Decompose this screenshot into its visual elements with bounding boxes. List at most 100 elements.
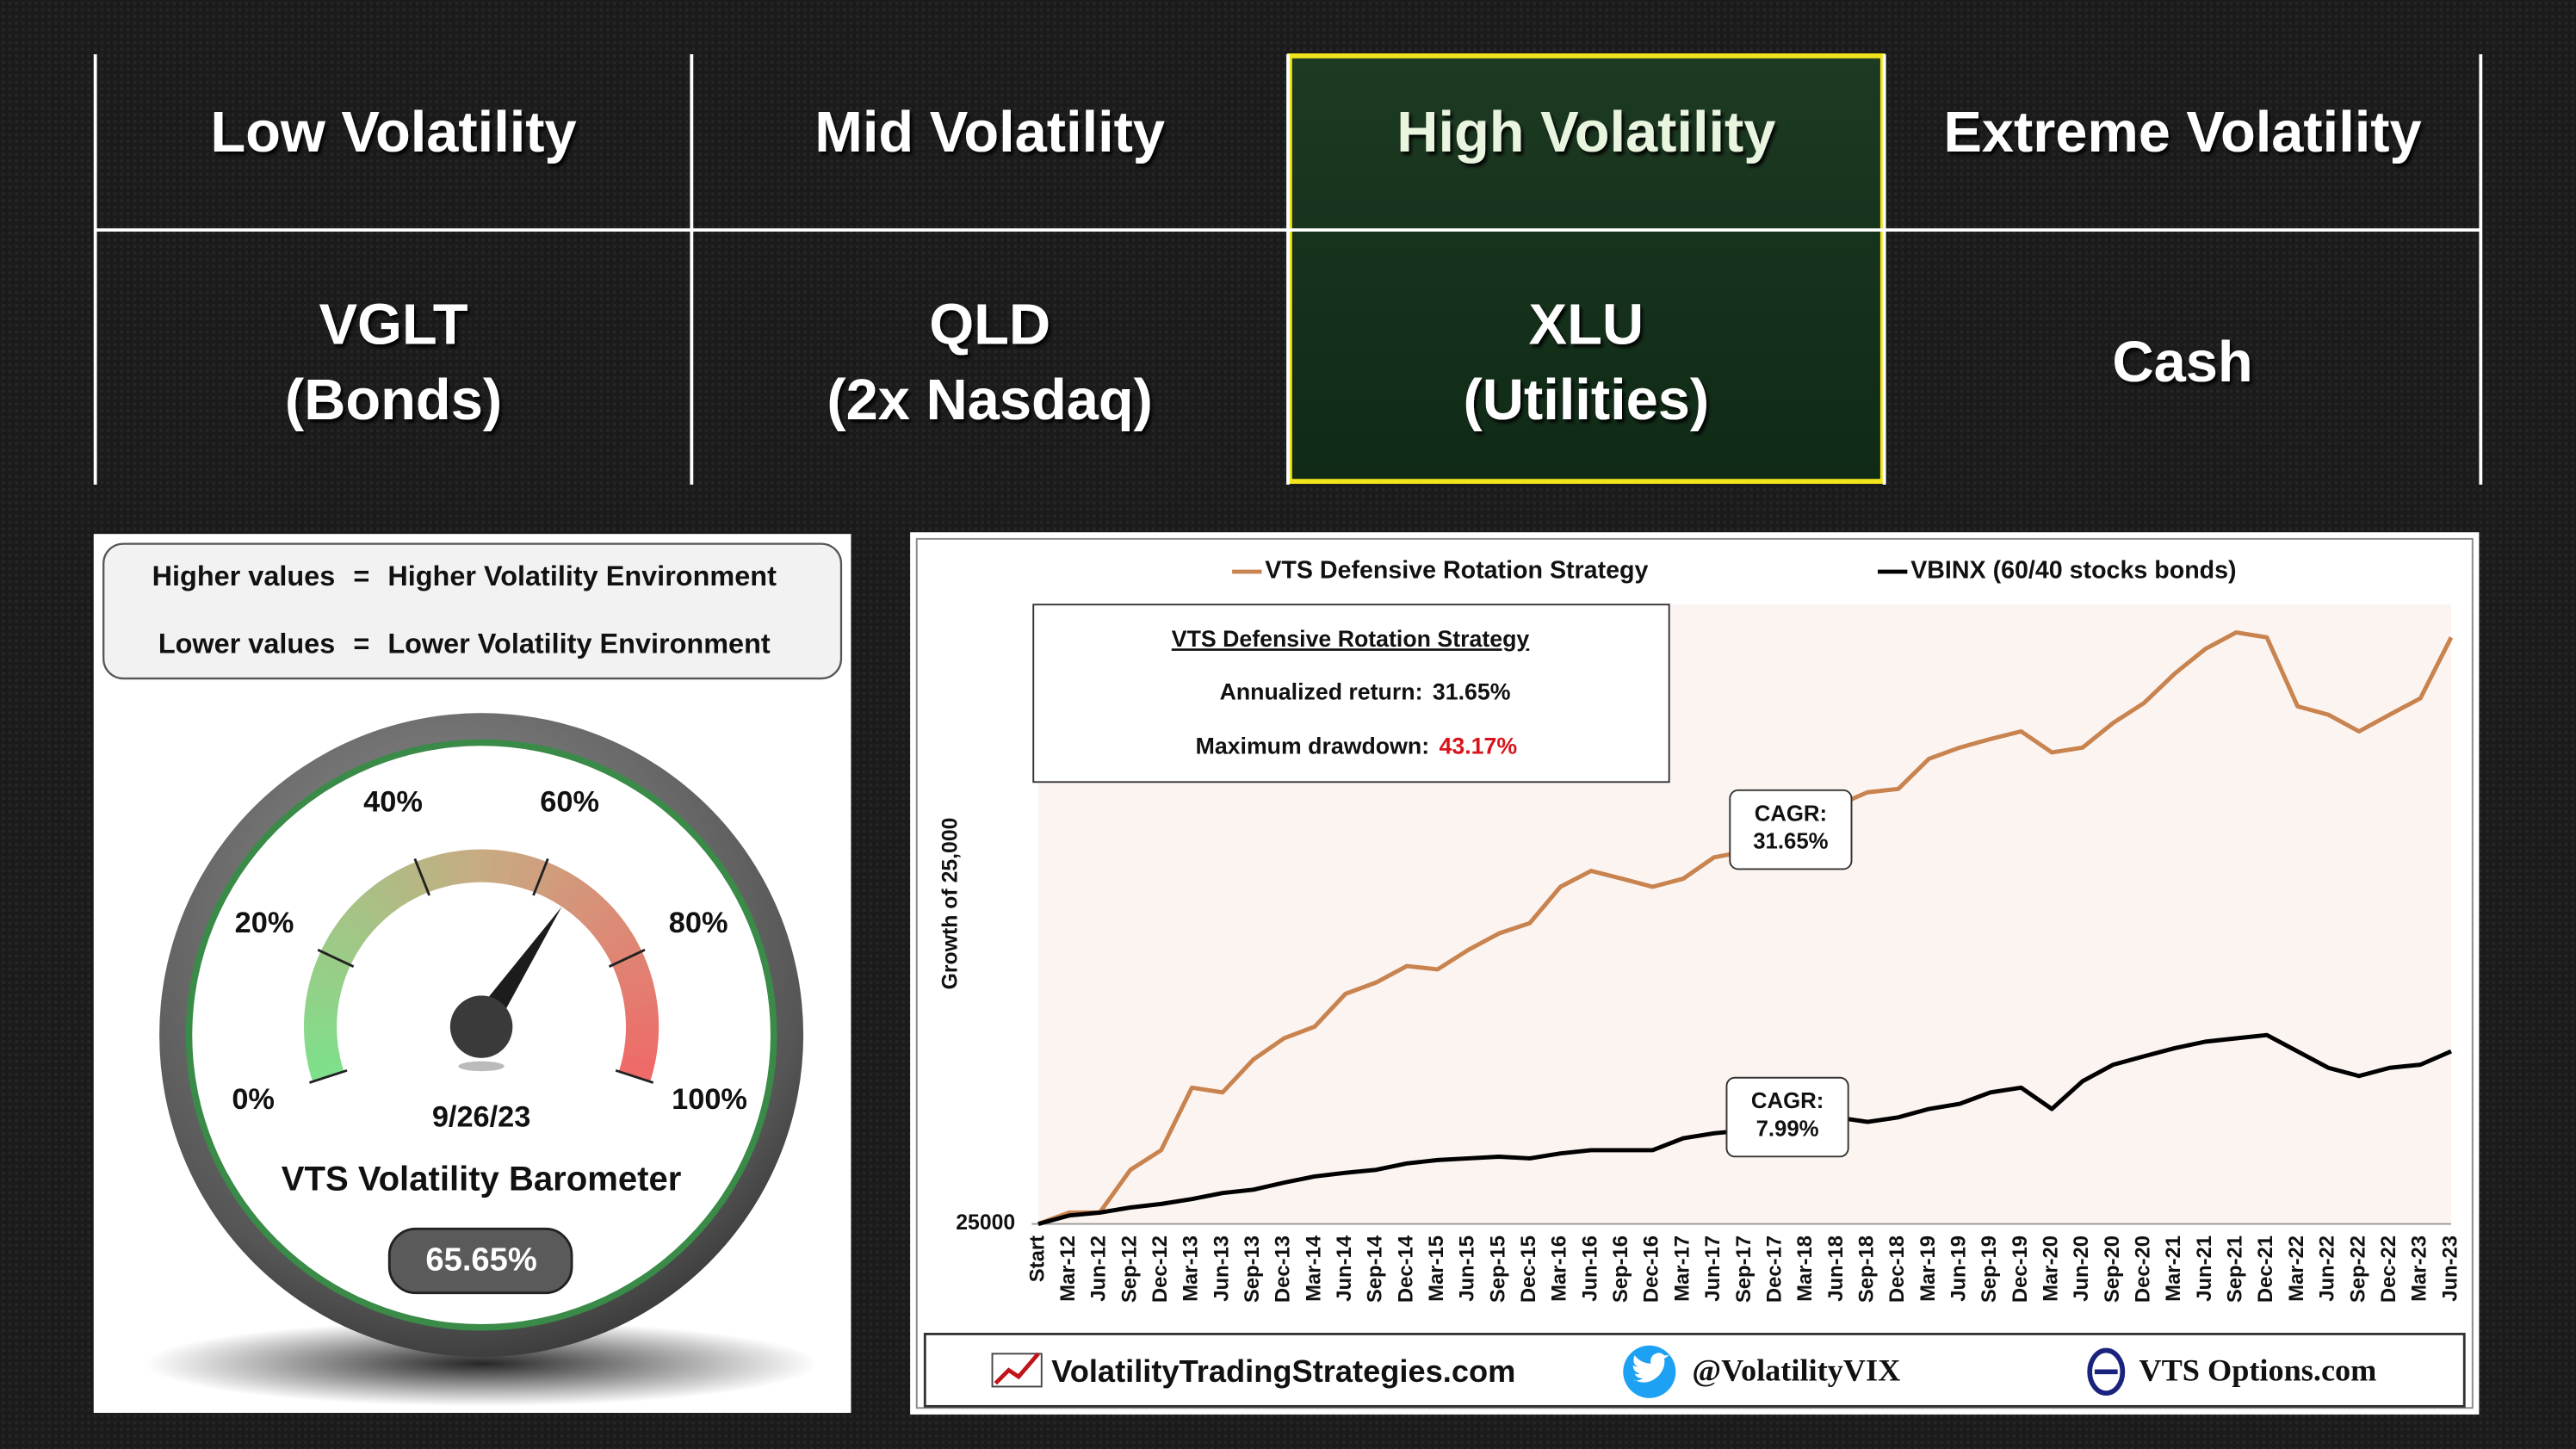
x-tick-label: Jun-19 bbox=[1947, 1235, 1970, 1302]
x-tick-label: Dec-15 bbox=[1517, 1235, 1540, 1303]
x-tick-label: Jun-16 bbox=[1578, 1235, 1601, 1302]
needle-hub-shadow bbox=[458, 1061, 505, 1072]
gauge-band bbox=[621, 982, 656, 1000]
gauge-band bbox=[623, 993, 658, 1010]
legend-label: VBINX (60/40 stocks bonds) bbox=[1910, 557, 2236, 585]
logo-icon bbox=[994, 1352, 1040, 1385]
y-tick-label: 25000 bbox=[956, 1211, 1015, 1235]
gauge-band bbox=[618, 971, 653, 992]
gauge-band bbox=[612, 951, 647, 975]
y-axis-label: Growth of 25,000 bbox=[938, 818, 962, 990]
column-header: Low Volatility bbox=[210, 101, 576, 164]
legend-text: Higher values bbox=[152, 560, 336, 591]
x-tick-label: Dec-20 bbox=[2132, 1235, 2155, 1303]
gauge-band bbox=[305, 993, 340, 1009]
x-tick-label: Sep-16 bbox=[1609, 1235, 1632, 1303]
gauge-band bbox=[386, 870, 412, 905]
gauge-band bbox=[337, 913, 371, 942]
gauge-band bbox=[499, 851, 516, 885]
gauge-band bbox=[542, 866, 567, 901]
x-tick-label: Start bbox=[1025, 1235, 1049, 1282]
annotation-text: 31.65% bbox=[1753, 830, 1828, 854]
gauge-title: VTS Volatility Barometer bbox=[282, 1161, 682, 1198]
stats-value: 31.65% bbox=[1433, 678, 1511, 704]
legend-text: = bbox=[353, 628, 369, 659]
stats-value: 43.17% bbox=[1440, 733, 1518, 759]
x-tick-label: Sep-19 bbox=[1978, 1235, 2001, 1303]
x-tick-label: Mar-22 bbox=[2285, 1235, 2308, 1302]
cell-text: (Bonds) bbox=[285, 368, 502, 432]
gauge-band bbox=[608, 941, 642, 966]
gauge-band bbox=[309, 971, 344, 991]
x-tick-label: Mar-16 bbox=[1548, 1235, 1571, 1302]
gauge-band bbox=[616, 961, 651, 983]
gauge-value: 65.65% bbox=[425, 1242, 536, 1279]
gauge-band bbox=[525, 858, 548, 893]
x-tick-label: Sep-15 bbox=[1486, 1235, 1509, 1303]
gauge-band bbox=[313, 961, 348, 982]
gauge-band bbox=[395, 865, 421, 901]
x-tick-label: Jun-13 bbox=[1210, 1235, 1233, 1302]
x-tick-label: Sep-12 bbox=[1118, 1235, 1141, 1303]
annotation-text: 7.99% bbox=[1756, 1118, 1819, 1142]
gauge-tick-label: 0% bbox=[232, 1083, 275, 1116]
gauge-band bbox=[586, 905, 619, 935]
gauge-band bbox=[481, 849, 493, 883]
column-header: Mid Volatility bbox=[814, 101, 1165, 164]
gauge-band bbox=[309, 1062, 344, 1082]
annotation-text: CAGR: bbox=[1755, 802, 1827, 826]
x-tick-label: Jun-17 bbox=[1701, 1235, 1725, 1302]
gauge-band bbox=[592, 913, 626, 943]
x-tick-label: Mar-13 bbox=[1180, 1235, 1203, 1302]
gauge-band bbox=[316, 951, 351, 974]
gauge-band bbox=[305, 1044, 340, 1061]
gauge-tick-label: 60% bbox=[540, 786, 599, 819]
legend-text: Higher Volatility Environment bbox=[387, 560, 777, 591]
x-tick-label: Jun-22 bbox=[2316, 1235, 2339, 1302]
x-tick-label: Sep-20 bbox=[2101, 1235, 2124, 1303]
cell-text: VGLT bbox=[319, 293, 468, 356]
cell-text: (Utilities) bbox=[1464, 368, 1710, 432]
cell-text: XLU bbox=[1529, 293, 1644, 356]
x-tick-label: Dec-19 bbox=[2009, 1235, 2032, 1303]
highlight-cell bbox=[1287, 53, 1886, 484]
x-tick-label: Dec-13 bbox=[1272, 1235, 1295, 1303]
gauge-band bbox=[325, 931, 360, 957]
x-tick-label: Dec-21 bbox=[2254, 1235, 2277, 1303]
x-tick-label: Mar-14 bbox=[1302, 1235, 1325, 1302]
x-tick-label: Sep-13 bbox=[1241, 1235, 1264, 1303]
gauge-band bbox=[534, 861, 558, 896]
gauge-band bbox=[351, 896, 383, 928]
stats-label: Annualized return: bbox=[1220, 678, 1423, 704]
legend-text: Lower Volatility Environment bbox=[387, 628, 771, 659]
annotation-box bbox=[1729, 789, 1853, 870]
column-header: Extreme Volatility bbox=[1943, 101, 2421, 164]
gauge-band bbox=[376, 876, 405, 910]
x-tick-label: Sep-18 bbox=[1855, 1235, 1878, 1303]
x-tick-label: Sep-17 bbox=[1732, 1235, 1756, 1303]
gauge-band bbox=[307, 981, 342, 1000]
gauge-band bbox=[622, 1044, 658, 1061]
cell-text: (2x Nasdaq) bbox=[827, 368, 1152, 432]
gauge-tick bbox=[608, 948, 646, 969]
gauge-shadow bbox=[144, 1321, 819, 1407]
x-tick-label: Mar-18 bbox=[1793, 1235, 1817, 1302]
gauge-tick-label: 80% bbox=[669, 907, 728, 939]
gauge-tick-label: 100% bbox=[672, 1083, 747, 1116]
gauge-band bbox=[550, 871, 578, 906]
x-tick-label: Jun-23 bbox=[2438, 1235, 2461, 1302]
legend-text: = bbox=[353, 560, 369, 591]
legend-label: VTS Defensive Rotation Strategy bbox=[1265, 557, 1648, 585]
gauge-band bbox=[304, 1025, 337, 1038]
gauge-tick bbox=[532, 858, 549, 896]
stats-title: VTS Defensive Rotation Strategy bbox=[1172, 626, 1530, 652]
gauge-band bbox=[416, 858, 437, 893]
footer-box bbox=[923, 1332, 2466, 1408]
x-tick-label: Mar-19 bbox=[1917, 1235, 1940, 1302]
gauge-band bbox=[618, 1062, 653, 1082]
gauge-legend-box bbox=[102, 542, 843, 680]
x-tick-label: Mar-20 bbox=[2040, 1235, 2063, 1302]
x-tick-label: Mar-17 bbox=[1670, 1235, 1694, 1302]
gauge-band bbox=[368, 882, 397, 916]
x-tick-label: Sep-21 bbox=[2224, 1235, 2247, 1303]
